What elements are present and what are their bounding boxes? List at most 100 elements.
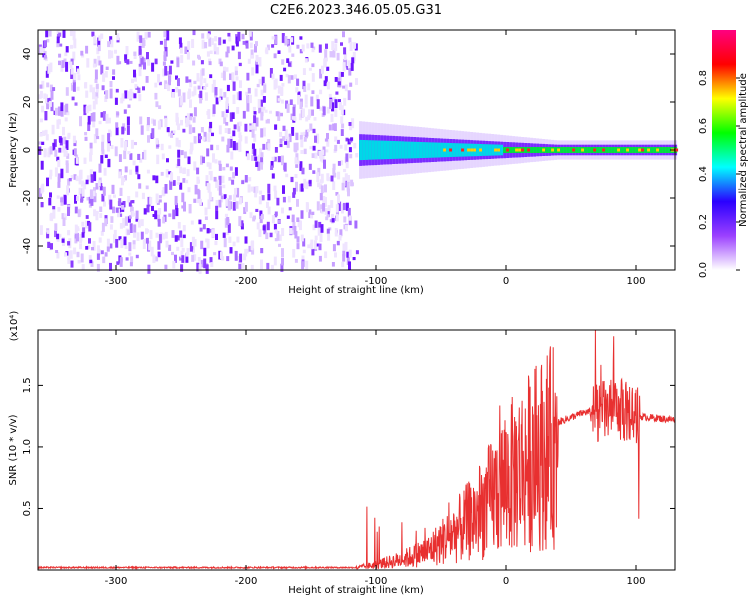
heatmap-cell	[208, 191, 212, 201]
heatmap-cell	[214, 159, 218, 164]
heatmap-cell	[176, 235, 180, 241]
heatmap-cell	[318, 44, 322, 53]
heatmap-cell	[296, 44, 300, 49]
heatmap-cell	[336, 240, 340, 246]
heatmap-cell	[81, 54, 85, 58]
heatmap-cell	[260, 111, 264, 121]
heatmap-cell	[347, 207, 351, 217]
heatmap-cell	[226, 256, 230, 262]
heatmap-cell	[122, 127, 126, 131]
heatmap-cell	[332, 163, 336, 170]
heatmap-cell	[204, 92, 208, 101]
heatmap-cell	[252, 216, 256, 222]
heatmap-cell	[244, 236, 248, 244]
heatmap-cell	[49, 174, 52, 180]
heatmap-cell	[56, 195, 60, 199]
heatmap-cell	[289, 99, 293, 105]
heatmap-cell	[67, 258, 71, 264]
heatmap-cell	[170, 172, 174, 182]
heatmap-cell	[100, 112, 104, 118]
heatmap-cell	[186, 169, 190, 177]
heatmap-cell	[216, 47, 220, 55]
heatmap-cell	[78, 187, 82, 196]
heatmap-cell	[132, 160, 136, 166]
heatmap-cell	[54, 149, 58, 157]
heatmap-cell	[240, 220, 244, 227]
heatmap-cell	[94, 69, 98, 80]
heatmap-cell	[227, 200, 231, 211]
heatmap-cell	[175, 87, 179, 93]
heatmap-cell	[229, 166, 233, 171]
heatmap-cell	[189, 82, 193, 88]
heatmap-cell	[309, 242, 313, 248]
heatmap-cell	[149, 230, 153, 240]
heatmap-cell	[80, 193, 84, 202]
heatmap-cell	[279, 138, 283, 144]
heatmap-cell	[273, 185, 277, 192]
heatmap-cell	[266, 262, 270, 270]
heatmap-cell	[395, 141, 399, 159]
heatmap-cell	[89, 152, 93, 162]
heatmap-cell	[128, 252, 132, 256]
heatmap-cell	[146, 117, 150, 126]
heatmap-cell	[228, 177, 232, 181]
heatmap-cell	[305, 181, 309, 190]
heatmap-cell	[317, 167, 321, 176]
heatmap-cell	[277, 219, 281, 224]
heatmap-cell	[291, 127, 295, 136]
heatmap-cell	[209, 257, 213, 263]
heatmap-cell	[75, 233, 79, 239]
heatmap-cell	[112, 76, 115, 80]
heatmap-cell	[179, 166, 183, 174]
heatmap-cell	[341, 203, 344, 214]
heatmap-cell	[232, 202, 236, 211]
heatmap-cell	[238, 216, 242, 227]
heatmap-cell	[114, 49, 117, 54]
heatmap-cell	[264, 109, 268, 113]
heatmap-cell	[296, 243, 300, 250]
heatmap-cell	[197, 257, 201, 262]
heatmap-cell	[93, 209, 97, 217]
heatmap-cell	[318, 255, 322, 262]
heatmap-cell	[252, 106, 256, 112]
heatmap-cell	[347, 188, 350, 197]
heatmap-cell	[102, 256, 106, 264]
heatmap-cell	[286, 215, 290, 219]
heatmap-cell	[319, 184, 322, 189]
heatmap-cell	[428, 142, 432, 158]
heatmap-cell	[350, 179, 354, 187]
heatmap-cell	[262, 143, 266, 150]
heatmap-cell	[578, 147, 582, 153]
heatmap-cell	[100, 230, 104, 236]
heatmap-cell	[258, 107, 262, 114]
heatmap-cell	[179, 256, 183, 261]
heatmap-cell	[232, 94, 236, 104]
bottom-x-tick-label: 100	[626, 576, 645, 587]
heatmap-cell	[155, 232, 159, 238]
heatmap-cell	[107, 158, 111, 168]
heatmap-cell	[229, 112, 233, 122]
heatmap-cell	[46, 232, 50, 239]
heatmap-cell	[449, 148, 454, 152]
heatmap-cell	[297, 91, 301, 97]
heatmap-cell	[346, 255, 350, 265]
heatmap-cell	[193, 198, 197, 203]
heatmap-cell	[530, 147, 534, 153]
heatmap-cell	[89, 169, 93, 177]
bottom-y-tick-label: 1.0	[22, 439, 33, 455]
heatmap-cell	[130, 139, 134, 149]
heatmap-cell	[210, 144, 214, 151]
heatmap-cell	[57, 181, 61, 188]
heatmap-cell	[182, 234, 186, 239]
heatmap-cell	[121, 205, 125, 210]
heatmap-cell	[133, 224, 137, 233]
heatmap-cell	[200, 69, 203, 80]
heatmap-cell	[196, 262, 200, 272]
heatmap-cell	[73, 174, 77, 180]
heatmap-cell	[142, 239, 146, 249]
heatmap-cell	[303, 178, 307, 189]
heatmap-cell	[334, 252, 337, 258]
heatmap-cell	[226, 232, 230, 236]
heatmap-cell	[137, 219, 141, 228]
heatmap-cell	[340, 42, 343, 46]
